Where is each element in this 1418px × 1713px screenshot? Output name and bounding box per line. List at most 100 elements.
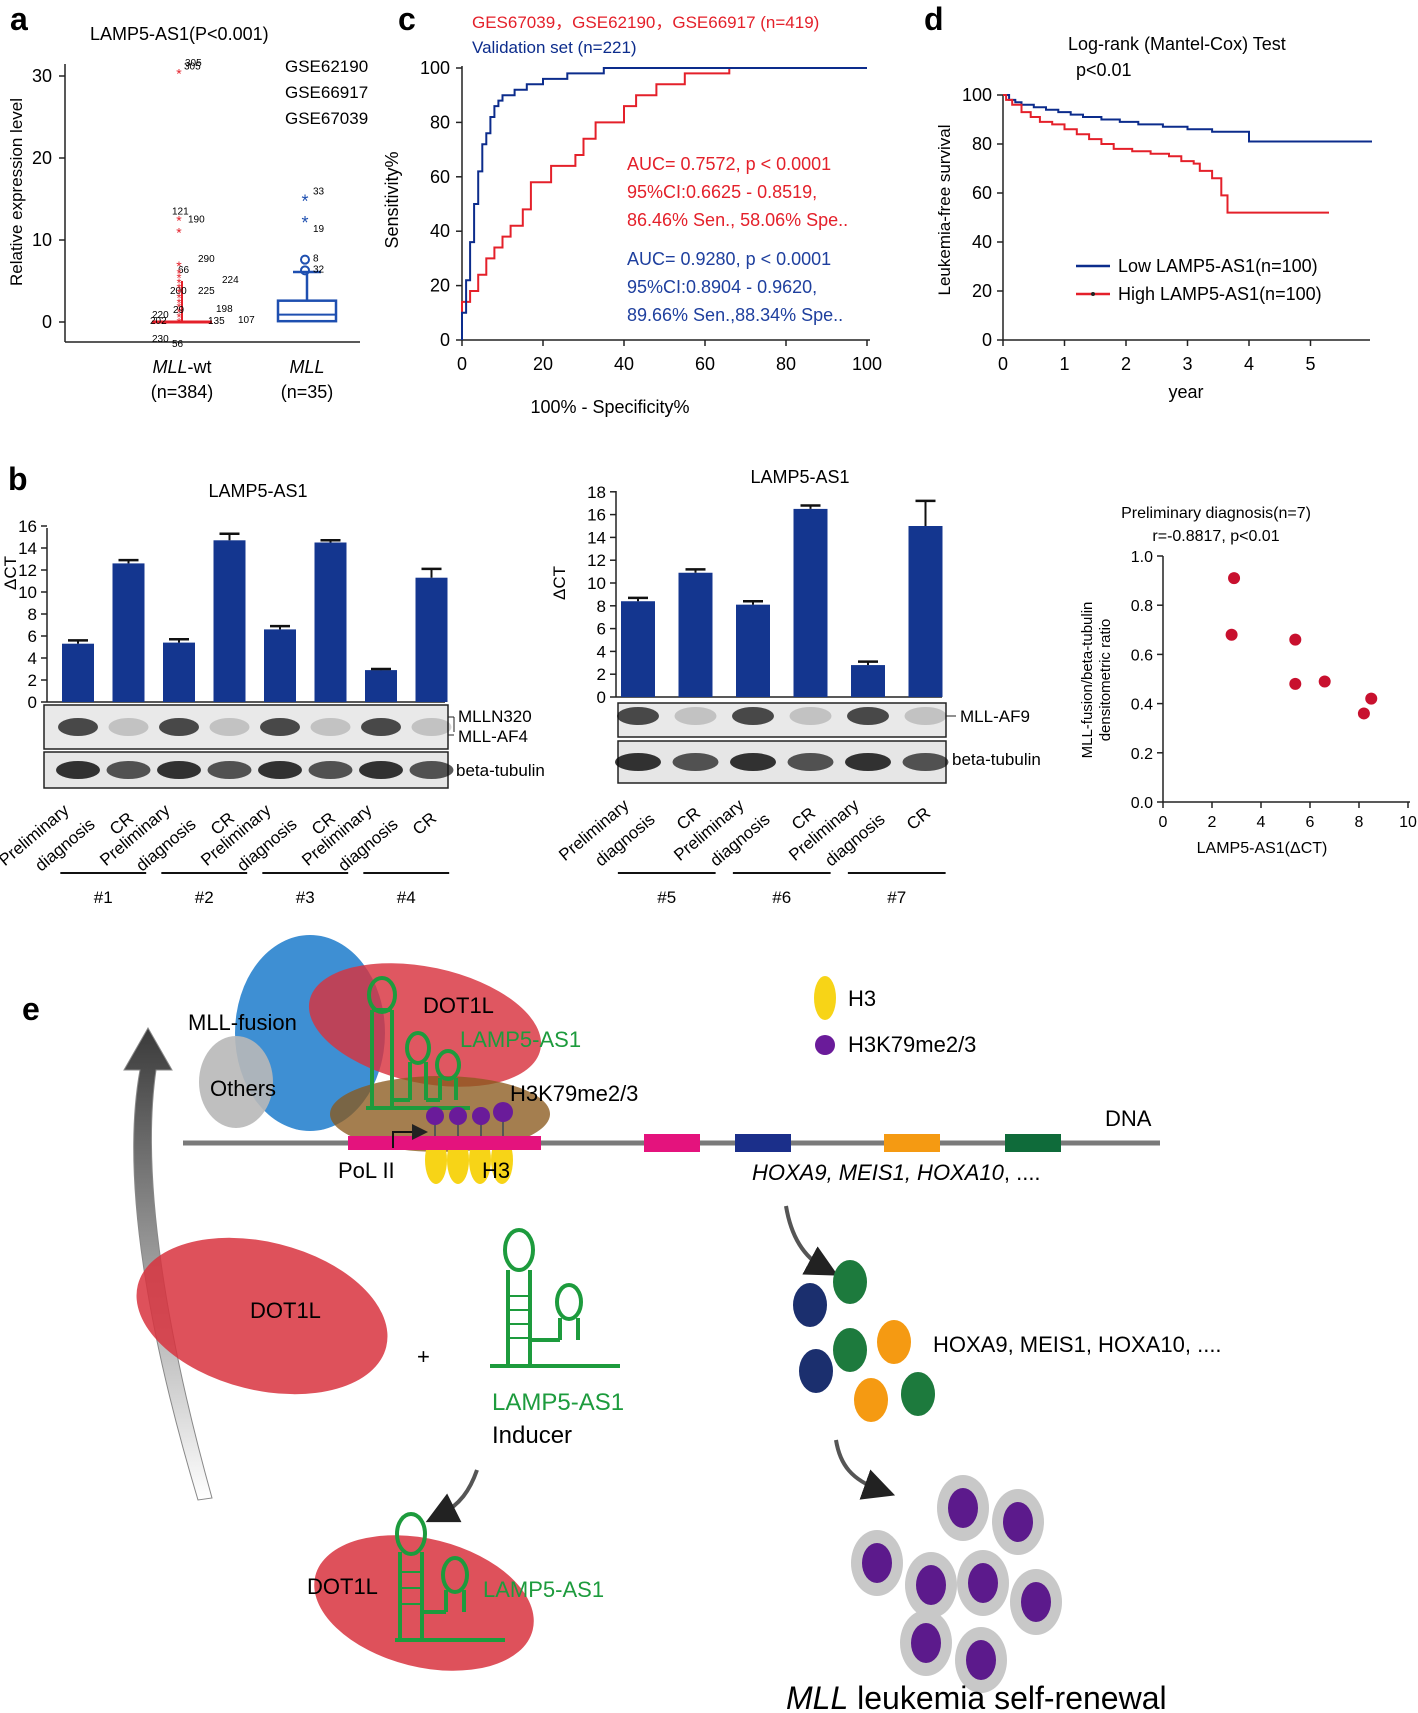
panel-d-ylabel: Leukemia-free survival [935,124,954,295]
gene-block-hoxa10 [884,1134,940,1152]
panel-b3-xlabel: LAMP5-AS1(ΔCT) [1197,840,1328,857]
panel-b1-patient-label: #2 [195,888,214,907]
panel-d-legend-high-dot [1091,292,1095,296]
panel-a-g2-outlier-label: 8 [313,254,319,265]
panel-c-title-blue: Validation set (n=221) [472,38,637,57]
panel-b2-ytick-label: 0 [597,688,606,707]
panel-b3-xtick-label: 6 [1306,814,1315,831]
panel-b2-band-fusion [847,707,889,725]
panel-c-red-ann-2: 95%CI:0.6625 - 0.8519, [627,182,817,202]
panel-a-ytick-label: 0 [42,312,52,332]
panel-b2-band-fusion [732,707,774,725]
panel-d-ytick-label: 20 [972,281,992,301]
panel-b3-ytick-label: 0.4 [1131,697,1153,714]
panel-b2-ytick-label: 8 [597,597,606,616]
panel-label-d: d [924,1,944,37]
panel-b3-ytick-label: 0.8 [1131,598,1153,615]
panel-b1-blot-bands [56,718,454,779]
panel-b1-ytick-label: 0 [28,693,37,712]
panel-b1-blot-label-2: MLL-AF4 [458,727,528,746]
panel-b2-blot-label-1: MLL-AF9 [960,707,1030,726]
cell-5 [957,1550,1009,1616]
panel-b2-ytick-label: 6 [597,620,606,639]
panel-d-lines [1003,94,1372,214]
panel-b2-blot-bands [615,707,949,771]
panel-b2-bar [736,604,770,697]
panel-a: a LAMP5-AS1(P<0.001) GSE62190 GSE66917 G… [7,1,368,402]
panel-a-g1-cluster-star: * [176,295,181,310]
panel-b3-point [1225,628,1238,641]
panel-b2-blot-fusion [617,702,947,738]
panel-b1-patient-label: #4 [397,888,416,907]
cell-2 [992,1489,1044,1555]
panel-a-g2-outlier-circle [300,265,310,276]
others-shape [199,1036,273,1128]
panel-c-ytick-label: 40 [430,221,450,241]
panel-c-xtick-label: 60 [695,354,715,374]
dot1l-label-top: DOT1L [423,993,494,1018]
panel-d-survival-curve [1003,94,1329,214]
lamp5-label-top: LAMP5-AS1 [460,1027,581,1052]
panel-a-g1-cluster-star: * [176,271,181,286]
panel-b2-band-fusion [904,707,947,725]
panel-a-g1-outlier-star: * [176,66,182,82]
panel-c-blue-ann-3: 89.66% Sen.,88.34% Spe.. [627,305,843,325]
panel-a-g2-outlier-star: * [301,213,308,233]
panel-a-g2-outlier-circle [300,254,310,265]
panel-b1-band-fusion [411,718,452,736]
panel-d-subtitle: p<0.01 [1076,60,1132,80]
proteins-label: HOXA9, MEIS1, HOXA10, .... [933,1332,1222,1357]
panel-a-ytick-label: 20 [32,148,52,168]
gene-block-hoxa9 [644,1134,700,1152]
plus-sign: + [417,1344,430,1369]
panel-b3-points [1225,572,1378,720]
panel-c-roc-validation [461,67,867,340]
panel-b1-ytick-label: 16 [18,517,37,536]
panel-b2-band-tubulin [615,753,661,771]
panel-c-xlabel: 100% - Specificity% [530,397,689,417]
panel-c: c GES67039，GSE62190，GSE66917 (n=419) Val… [382,1,882,417]
panel-b1-ytick-label: 12 [18,561,37,580]
panel-c-ytick-label: 80 [430,112,450,132]
panel-b3-ytick-label: 0.6 [1131,647,1153,664]
panel-a-g1-outlier-label: 66 [178,265,190,276]
panel-a-g1-cluster-star: * [176,281,181,296]
tss-arrow-icon [392,1124,428,1148]
panel-b2-band-tubulin [730,753,776,771]
panel-b2-ytick-label: 16 [587,506,606,525]
legend-h3k79-swatch [815,1035,835,1055]
panel-b1-band-tubulin [258,761,302,779]
panel-b2-band-tubulin [672,753,719,771]
panel-a-g1-outlier-label: 230 [152,334,169,345]
panel-b2-band-tubulin [902,753,949,771]
panel-a-group1-label: MLL-wt [152,357,211,377]
panel-b1-bar [163,642,195,702]
panel-b2-bar [793,508,828,697]
panel-a-ytick-label: 10 [32,230,52,250]
panel-b1-blot-label-1: MLLN320 [458,707,532,726]
panel-a-top-label: 305 [185,58,202,69]
panel-c-ytick-label: 100 [420,58,450,78]
panel-a-g1-cluster-star: * [176,305,181,320]
panel-a-cluster-label: 29 [173,305,185,316]
panel-a-g1-outlier-star: * [176,212,182,228]
panel-b: b LAMP5-AS1 ΔCT 0 2 4 6 8 10 12 14 16 MLLN320 ML… [0,461,1417,907]
panel-a-dataset-1: GSE62190 [285,57,368,76]
panel-label-b: b [8,461,28,497]
panel-b3-xtick-label: 8 [1355,814,1364,831]
panel-c-title-red: GES67039，GSE62190，GSE66917 (n=419) [472,13,819,32]
panel-b1-band-fusion [209,718,250,736]
outcome-label: MLL leukemia self-renewal [786,1680,1167,1713]
others-label: Others [210,1076,276,1101]
panel-b2-ytick-label: 4 [597,642,606,661]
h3k79-dot-2 [449,1107,467,1125]
cell-1 [937,1475,989,1541]
panel-a-yticks: 0 10 20 30 [32,66,65,332]
panel-b2-bar [678,572,713,697]
panel-d: d Log-rank (Mantel-Cox) Test p<0.01 Leuk… [924,1,1372,402]
panel-b3-point [1365,692,1378,705]
panel-a-g1-outlier-star: * [176,258,182,274]
panel-b3-point [1357,707,1370,720]
panel-b3-point [1318,675,1331,688]
panel-d-survival-curve [1003,94,1372,143]
